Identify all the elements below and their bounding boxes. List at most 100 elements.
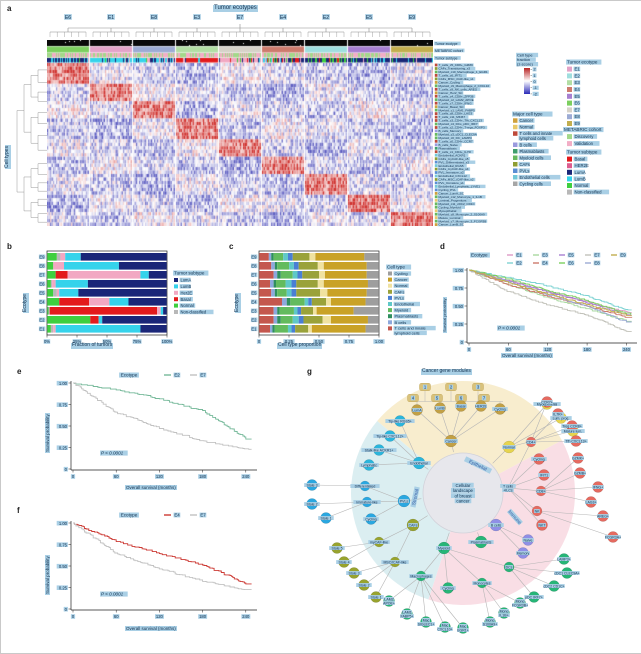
- svg-text:Myeloid cells: Myeloid cells: [520, 155, 544, 160]
- svg-text:PVLs: PVLs: [395, 295, 405, 300]
- y-tick-label: E8: [39, 263, 46, 268]
- row-annotation-chip: [435, 150, 438, 153]
- bar-segment: [51, 325, 53, 333]
- legend-item-label: Non-classified: [574, 190, 610, 195]
- legend-item-label: Basal: [574, 157, 588, 162]
- legend-item-label: Cancer: [519, 118, 535, 123]
- legend-item-label: Normal: [180, 303, 196, 308]
- legend-item-label: Plasmablasts: [519, 149, 549, 154]
- panel-label-c: c: [229, 242, 233, 251]
- svg-text:LumB: LumB: [435, 406, 445, 410]
- row-annotation-chip: [435, 143, 438, 146]
- row-annotation-chip: [435, 195, 438, 198]
- svg-text:E3: E3: [194, 15, 200, 21]
- svg-text:LumA: LumA: [412, 408, 422, 412]
- bar-segment: [56, 325, 141, 333]
- svg-text:E2: E2: [323, 15, 329, 21]
- row-annotation-chip: [435, 105, 438, 108]
- y-tick-label: 0.50: [57, 424, 68, 429]
- bar-segment: [57, 289, 59, 297]
- svg-text:CAFs: CAFs: [520, 162, 530, 167]
- bar-segment: [269, 253, 271, 261]
- legend-chip: [513, 143, 518, 148]
- svg-text:State 2: State 2: [358, 583, 369, 587]
- svg-text:E8: E8: [251, 263, 257, 268]
- legend-item-label: E1: [574, 67, 581, 72]
- node-label-caf_parent: CAFs: [408, 523, 418, 527]
- row-annotation-chip: [435, 84, 438, 87]
- bar-segment: [277, 262, 289, 270]
- bar-segment: [277, 316, 281, 324]
- node-label-bcell_parent: B cells: [488, 523, 504, 527]
- node-label-lamp3: LAMP3+: [557, 557, 571, 561]
- svg-text:GZMB+: GZMB+: [574, 471, 586, 475]
- legend-chip: [388, 284, 392, 288]
- row-annotation-chip: [435, 157, 438, 160]
- y-tick-label: E3: [39, 308, 46, 313]
- y-tick-label: E1: [39, 326, 46, 331]
- tumor-ecotype-legend-title: Tumor ecotype: [566, 60, 601, 65]
- bar-segment: [53, 325, 55, 333]
- svg-text:State 3: State 3: [306, 483, 317, 487]
- km-curve-E4: [73, 523, 252, 584]
- bar-segment: [288, 253, 293, 261]
- svg-text:E6: E6: [39, 281, 45, 286]
- svg-text:Ecotype: Ecotype: [471, 253, 488, 258]
- row-annotation-chip: [435, 185, 438, 188]
- legend-chip: [567, 107, 572, 112]
- svg-text:Cell type: Cell type: [387, 265, 405, 270]
- legend-chip: [567, 114, 572, 119]
- legend-item-label: E7: [574, 107, 581, 112]
- svg-text:+ILCs: +ILCs: [503, 488, 512, 492]
- bar-segment: [259, 262, 271, 270]
- bar-segment: [51, 280, 52, 288]
- legend-item-label: Her2E: [180, 290, 193, 295]
- svg-text:E9: E9: [251, 254, 257, 259]
- bar-segment: [47, 253, 57, 261]
- panel-c-x-label: Cell type proportion: [277, 343, 322, 349]
- x-tick-label: 120: [155, 474, 164, 479]
- legend-chip: [174, 284, 178, 288]
- svg-text:Lum. prog.: Lum. prog.: [553, 416, 570, 420]
- bar-segment: [320, 289, 327, 297]
- node-label-pvl_parent: PVLs: [399, 499, 409, 503]
- bar-segment: [57, 253, 61, 261]
- legend-item-label: B cells: [519, 142, 537, 147]
- bar-segment: [270, 325, 272, 333]
- svg-text:Immature-like: Immature-like: [356, 500, 377, 504]
- bar-segment: [368, 316, 379, 324]
- bar-segment: [287, 298, 291, 306]
- panel-f-legend-title: Ecotype: [119, 513, 139, 518]
- legend-item-label: E5: [568, 253, 575, 258]
- bar-segment: [274, 280, 276, 288]
- bar-segment: [368, 280, 379, 288]
- node-label-plasma: Plasmablasts: [468, 540, 493, 544]
- svg-text:E2: E2: [575, 73, 581, 78]
- bar-segment: [128, 298, 166, 306]
- svg-text:E5: E5: [39, 290, 45, 295]
- svg-text:myCAF-like: myCAF-like: [370, 540, 388, 544]
- row-annotation-chip: [435, 137, 438, 140]
- svg-text:LumB: LumB: [575, 176, 586, 181]
- bar-segment: [149, 271, 167, 279]
- panel-label-b: b: [7, 242, 12, 251]
- svg-text:pDC IRF7+: pDC IRF7+: [525, 595, 543, 599]
- svg-text:Cancer: Cancer: [445, 439, 457, 443]
- svg-text:60: 60: [506, 347, 511, 352]
- x-tick-label: 0: [467, 347, 471, 352]
- panel-f-x-label: Overall survival (months): [125, 626, 177, 631]
- legend-chip: [513, 156, 518, 161]
- node-label-memory: Memory: [516, 551, 530, 555]
- svg-text:E8: E8: [39, 263, 45, 268]
- ecotype-column-label: E9: [408, 14, 416, 21]
- legend-item-label: Normal: [519, 125, 535, 130]
- svg-text:Endothelial: Endothelial: [395, 302, 415, 307]
- legend-item-label: PVLs: [519, 168, 530, 173]
- legend-chip: [388, 296, 392, 300]
- x-tick-label: 120: [155, 614, 164, 619]
- svg-text:IL7R+: IL7R+: [553, 412, 562, 416]
- bar-segment: [259, 307, 273, 315]
- legend-chip: [567, 176, 572, 181]
- panel-f-y-label: Survival probability: [45, 555, 50, 595]
